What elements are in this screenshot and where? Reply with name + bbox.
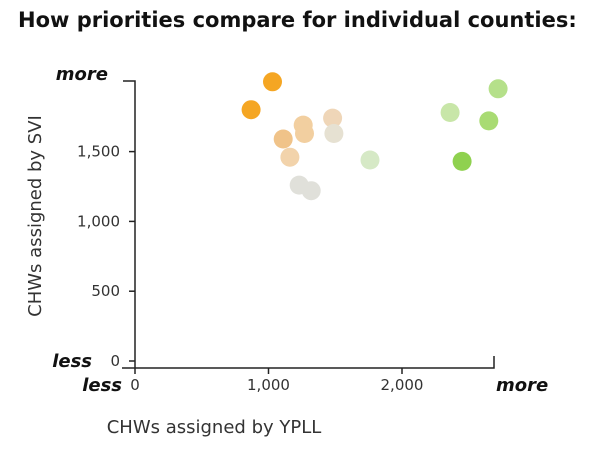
x-axis-low-label: less xyxy=(82,375,122,396)
data-point-15 xyxy=(452,151,472,171)
data-point-1 xyxy=(263,72,282,92)
chart-title: How priorities compare for individual co… xyxy=(18,8,577,32)
data-point-2 xyxy=(241,100,261,120)
y-tick-label: 500 xyxy=(91,282,120,300)
x-axis-title: CHWs assigned by YPLL xyxy=(107,417,322,438)
data-point-3 xyxy=(273,129,293,149)
y-tick-label: 1,500 xyxy=(77,143,120,161)
axes-layer xyxy=(122,80,495,369)
y-axis-line xyxy=(123,80,136,368)
x-axis-high-label: more xyxy=(496,375,548,396)
y-tick-label: 1,000 xyxy=(77,212,120,230)
y-axis-low-label: less xyxy=(52,351,92,372)
data-point-13 xyxy=(488,79,508,99)
y-tick-label: 0 xyxy=(110,352,120,370)
data-point-10 xyxy=(301,181,321,201)
data-point-7 xyxy=(323,108,343,128)
points-layer xyxy=(241,72,508,201)
x-tick-label: 2,000 xyxy=(381,376,424,394)
data-point-5 xyxy=(295,124,314,143)
data-point-8 xyxy=(324,124,344,143)
y-axis-title: CHWs assigned by SVI xyxy=(25,115,46,317)
x-tick-label: 1,000 xyxy=(247,376,290,394)
y-axis-high-label: more xyxy=(56,64,108,85)
data-point-11 xyxy=(360,150,380,170)
x-axis-line xyxy=(122,356,495,369)
data-point-14 xyxy=(479,111,499,131)
data-point-6 xyxy=(280,147,300,167)
data-point-12 xyxy=(440,103,460,122)
ticks-layer: 0 1,000 2,000 0 500 1,000 1,500 xyxy=(77,143,423,394)
x-tick-label: 0 xyxy=(130,376,140,394)
